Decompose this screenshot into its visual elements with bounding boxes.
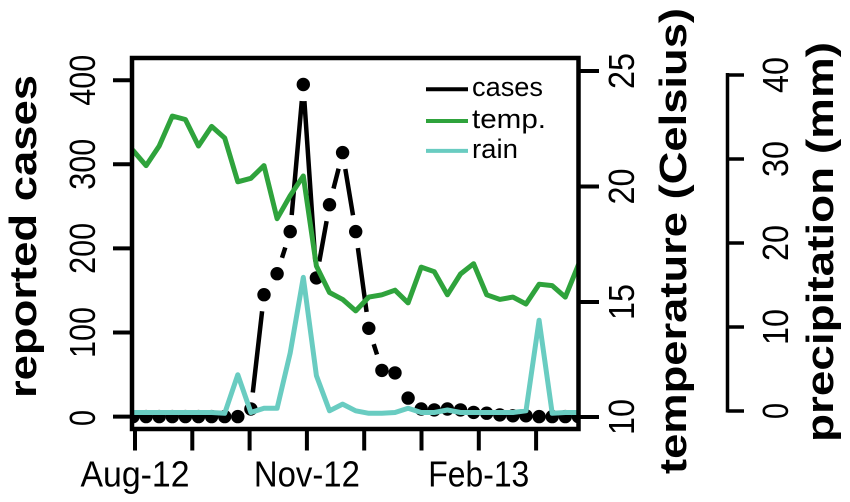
svg-text:precipitation (mm): precipitation (mm) [800,42,842,442]
svg-text:0: 0 [755,403,796,419]
svg-text:Feb-13: Feb-13 [428,454,529,495]
svg-text:cases: cases [472,72,543,102]
svg-text:rain: rain [472,134,518,164]
svg-text:400: 400 [62,55,103,106]
svg-text:0: 0 [62,410,103,426]
svg-text:temperature (Celsius): temperature (Celsius) [653,8,695,474]
svg-text:40: 40 [755,57,796,93]
svg-text:25: 25 [601,53,642,89]
svg-text:temp.: temp. [472,104,546,134]
svg-text:200: 200 [62,223,103,274]
svg-text:10: 10 [755,309,796,345]
svg-text:100: 100 [62,307,103,358]
svg-text:10: 10 [601,399,642,435]
svg-text:Nov-12: Nov-12 [254,454,360,495]
svg-text:Aug-12: Aug-12 [81,454,190,495]
svg-text:20: 20 [755,225,796,261]
svg-text:15: 15 [601,284,642,320]
svg-text:30: 30 [755,141,796,177]
svg-text:300: 300 [62,139,103,190]
svg-text:20: 20 [601,169,642,205]
svg-text:reported cases: reported cases [3,75,45,398]
